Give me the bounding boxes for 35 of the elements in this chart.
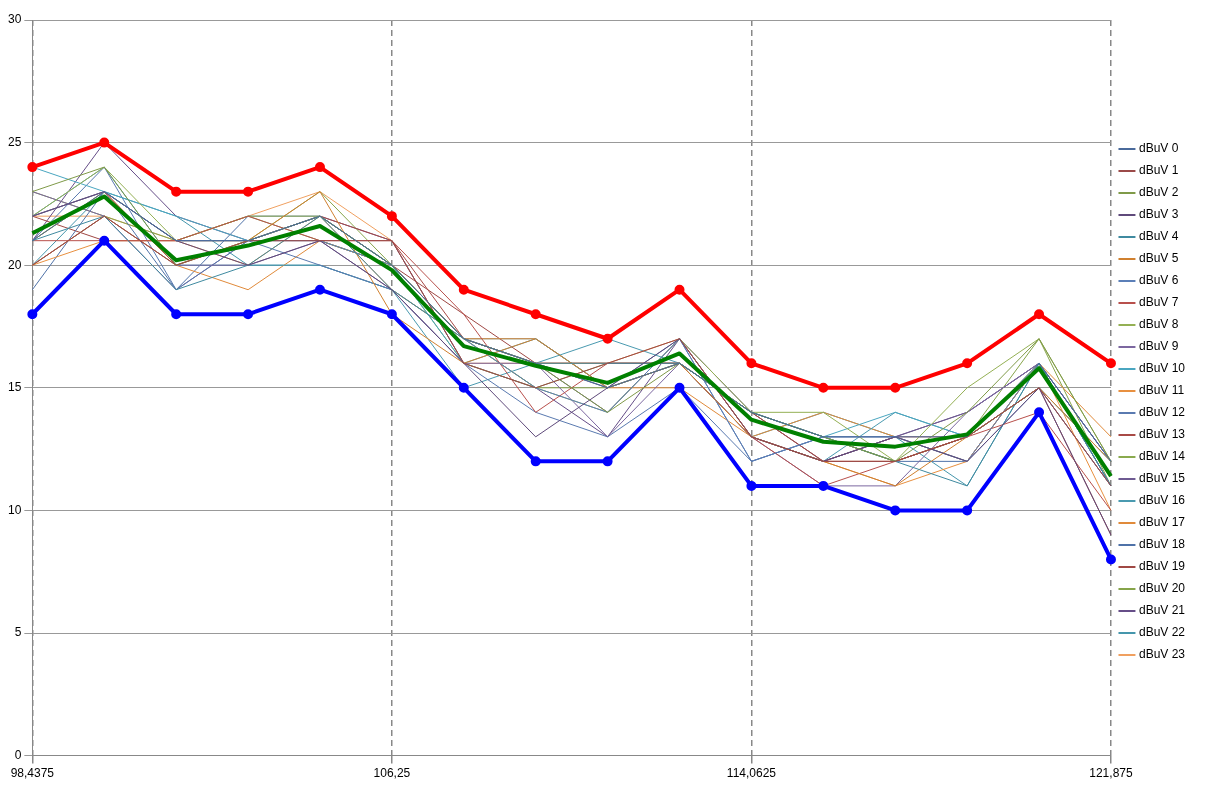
y-tick-label: 5 [14,625,22,640]
y-tick-label: 25 [7,134,22,149]
x-tick-label: 121,875 [1089,766,1133,781]
legend-label: dBuV 21 [1138,603,1186,618]
legend-label: dBuV 14 [1138,449,1186,464]
legend-label: dBuV 0 [1138,141,1179,156]
legend-label: dBuV 8 [1138,317,1179,332]
legend-label: dBuV 23 [1138,647,1186,662]
y-tick-label: 20 [7,257,22,272]
legend-label: dBuV 3 [1138,207,1179,222]
legend-label: dBuV 17 [1138,515,1186,530]
legend-label: dBuV 16 [1138,493,1186,508]
y-tick-label: 10 [7,502,22,517]
legend-label: dBuV 12 [1138,405,1186,420]
legend-label: dBuV 5 [1138,251,1179,266]
legend-label: dBuV 19 [1138,559,1186,574]
y-tick-label: 0 [14,747,22,762]
legend-label: dBuV 20 [1138,581,1186,596]
x-tick-label: 106,25 [373,766,411,781]
legend-label: dBuV 22 [1138,625,1186,640]
legend-label: dBuV 9 [1138,339,1179,354]
x-tick-label: 98,4375 [10,766,55,781]
legend-label: dBuV 2 [1138,185,1179,200]
legend-label: dBuV 7 [1138,295,1179,310]
y-tick-label: 15 [7,380,22,395]
y-tick-label: 30 [7,12,22,27]
legend-label: dBuV 1 [1138,163,1179,178]
legend-label: dBuV 11 [1138,383,1185,398]
legend-label: dBuV 4 [1138,229,1179,244]
legend-label: dBuV 13 [1138,427,1186,442]
legend-label: dBuV 18 [1138,537,1186,552]
legend-label: dBuV 15 [1138,471,1186,486]
legend-label: dBuV 6 [1138,273,1179,288]
x-tick-label: 114,0625 [726,766,777,781]
legend-label: dBuV 10 [1138,361,1186,376]
